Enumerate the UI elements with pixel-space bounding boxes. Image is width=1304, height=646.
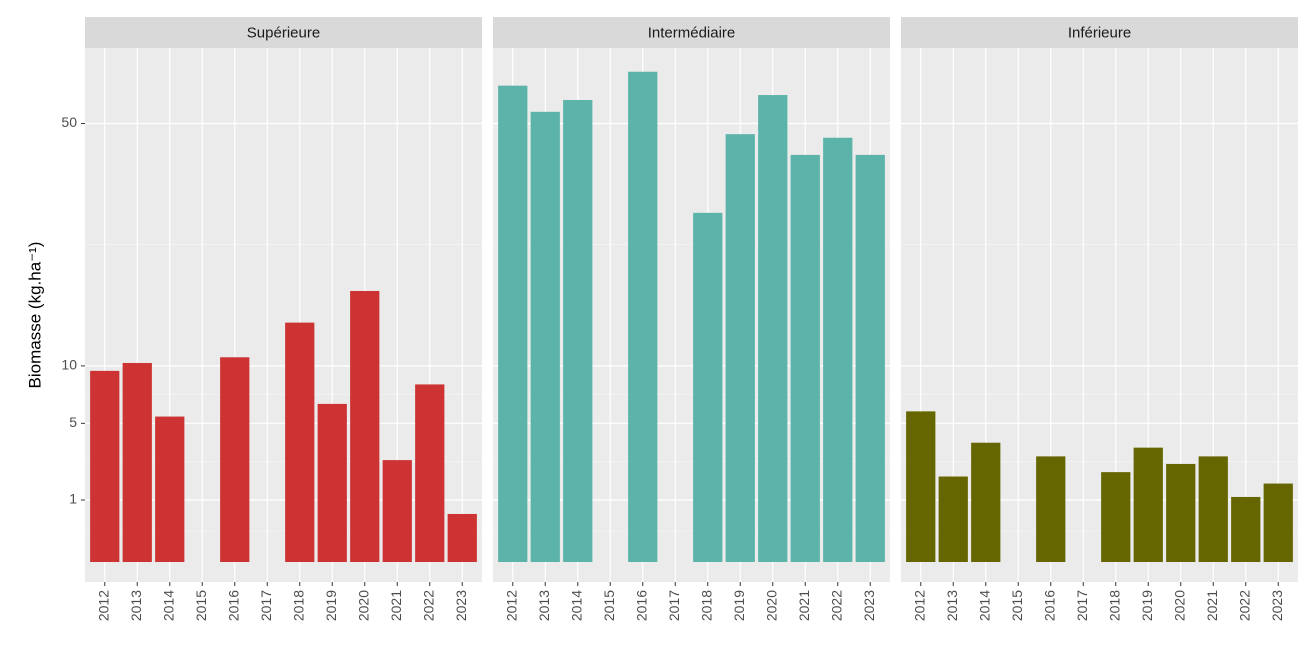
x-tick-label: 2017 <box>666 590 682 621</box>
bar <box>447 513 477 562</box>
bar <box>938 476 968 562</box>
bar <box>971 442 1001 562</box>
bar <box>382 460 412 562</box>
bar <box>628 71 658 563</box>
x-tick-label: 2023 <box>453 590 469 621</box>
bar <box>350 290 380 562</box>
bar <box>415 384 445 562</box>
bar <box>1166 463 1196 562</box>
x-tick-label: 2014 <box>160 590 176 621</box>
bar <box>758 95 788 563</box>
bar <box>530 111 560 563</box>
x-tick-label: 2023 <box>1269 590 1285 621</box>
x-tick-label: 2015 <box>601 590 617 621</box>
x-tick-label: 2015 <box>193 590 209 621</box>
x-tick-label: 2023 <box>861 590 877 621</box>
y-tick-label: 10 <box>61 357 77 373</box>
bar <box>1263 483 1293 562</box>
x-tick-label: 2022 <box>828 590 844 621</box>
bar <box>725 134 755 562</box>
bar <box>220 357 250 562</box>
strip-title: Inférieure <box>1068 24 1131 41</box>
x-tick-label: 2021 <box>796 590 812 621</box>
x-tick-label: 2015 <box>1009 590 1025 621</box>
x-tick-label: 2016 <box>1041 590 1057 621</box>
x-tick-label: 2021 <box>388 590 404 621</box>
x-tick-label: 2012 <box>503 590 519 621</box>
y-axis-label: Biomasse (kg.ha⁻¹) <box>25 242 44 389</box>
bar <box>285 322 315 562</box>
bar <box>122 362 152 562</box>
x-tick-label: 2018 <box>1106 590 1122 621</box>
bar <box>906 411 936 562</box>
bar <box>693 212 723 562</box>
strip <box>85 17 482 48</box>
y-tick-label: 50 <box>61 114 77 130</box>
x-tick-label: 2018 <box>290 590 306 621</box>
bar <box>823 137 853 562</box>
bar <box>317 403 347 562</box>
bar <box>1231 496 1261 562</box>
x-tick-label: 2020 <box>1171 590 1187 621</box>
x-tick-label: 2014 <box>976 590 992 621</box>
x-tick-label: 2012 <box>95 590 111 621</box>
bar <box>155 416 185 562</box>
x-tick-label: 2019 <box>323 590 339 621</box>
strip <box>901 17 1298 48</box>
strip-title: Supérieure <box>247 24 320 41</box>
x-tick-label: 2019 <box>731 590 747 621</box>
x-tick-label: 2022 <box>1236 590 1252 621</box>
x-tick-label: 2021 <box>1204 590 1220 621</box>
bar <box>90 370 120 562</box>
bar <box>498 85 528 563</box>
x-tick-label: 2020 <box>763 590 779 621</box>
x-tick-label: 2020 <box>355 590 371 621</box>
y-tick-label: 1 <box>69 491 77 507</box>
strip <box>493 17 890 48</box>
x-tick-label: 2022 <box>420 590 436 621</box>
bar <box>1133 447 1163 562</box>
x-tick-label: 2013 <box>128 590 144 621</box>
x-tick-label: 2012 <box>911 590 927 621</box>
x-tick-label: 2013 <box>536 590 552 621</box>
x-tick-label: 2017 <box>258 590 274 621</box>
bar <box>790 154 820 563</box>
x-tick-label: 2018 <box>698 590 714 621</box>
strip-title: Intermédiaire <box>648 24 736 41</box>
bar <box>1036 456 1066 562</box>
y-tick-label: 5 <box>69 414 77 430</box>
bar <box>855 154 885 563</box>
bar <box>1101 472 1131 562</box>
x-tick-label: 2017 <box>1074 590 1090 621</box>
x-tick-label: 2014 <box>568 590 584 621</box>
x-tick-label: 2019 <box>1139 590 1155 621</box>
x-tick-label: 2016 <box>633 590 649 621</box>
x-tick-label: 2013 <box>944 590 960 621</box>
x-tick-label: 2016 <box>225 590 241 621</box>
bar <box>563 100 593 563</box>
bar <box>1198 456 1228 562</box>
